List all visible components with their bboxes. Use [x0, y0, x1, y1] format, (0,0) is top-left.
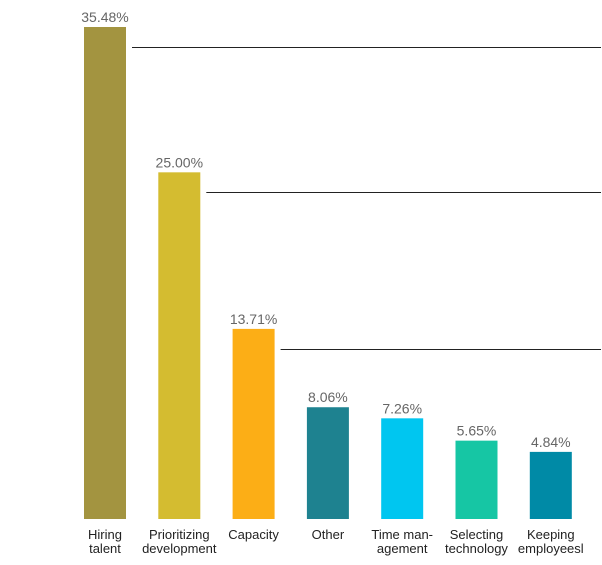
category-label-line: Other	[312, 527, 345, 542]
bar	[306, 407, 349, 519]
bar	[158, 172, 201, 520]
value-label: 5.65%	[457, 423, 497, 439]
bar	[232, 328, 275, 519]
category-label-line: Keeping	[527, 527, 575, 542]
value-label: 8.06%	[308, 389, 348, 405]
bars	[84, 27, 572, 520]
category-label: Selecting technology	[445, 527, 508, 556]
value-label: 7.26%	[382, 400, 422, 416]
category-labels: Hiring talent Prioritizing development Capac…	[88, 527, 584, 556]
category-label: Other	[312, 527, 345, 542]
value-label: 25.00%	[156, 154, 203, 170]
category-label-line: Selecting	[450, 527, 503, 542]
category-label: Time man-agement	[371, 527, 433, 556]
category-label-line: Time man-	[371, 527, 433, 542]
bar	[529, 451, 572, 519]
value-label: 4.84%	[531, 434, 571, 450]
category-label-line: talent	[89, 541, 121, 556]
bar	[84, 27, 126, 519]
category-label-line: employeesl	[518, 541, 584, 556]
category-label-line: Capacity	[228, 527, 279, 542]
value-label: 13.71%	[230, 311, 277, 327]
category-label-line: technology	[445, 541, 508, 556]
bar	[381, 418, 424, 519]
category-label: Keeping employeesl	[518, 527, 584, 556]
category-label-line: Hiring	[88, 527, 122, 542]
category-label: Capacity	[228, 527, 279, 542]
category-label-line: Prioritizing	[149, 527, 210, 542]
value-label: 35.48%	[81, 9, 128, 25]
category-label: Hiring talent	[88, 527, 122, 556]
category-label-line: development	[142, 541, 217, 556]
value-labels: 35.48% 25.00% 13.71% 8.06% 7.26% 5.65% 4.84%	[81, 9, 570, 450]
category-label-line: agement	[377, 541, 428, 556]
category-label: Prioritizing development	[142, 527, 217, 556]
reference-lines	[132, 47, 601, 350]
bar	[455, 440, 498, 519]
